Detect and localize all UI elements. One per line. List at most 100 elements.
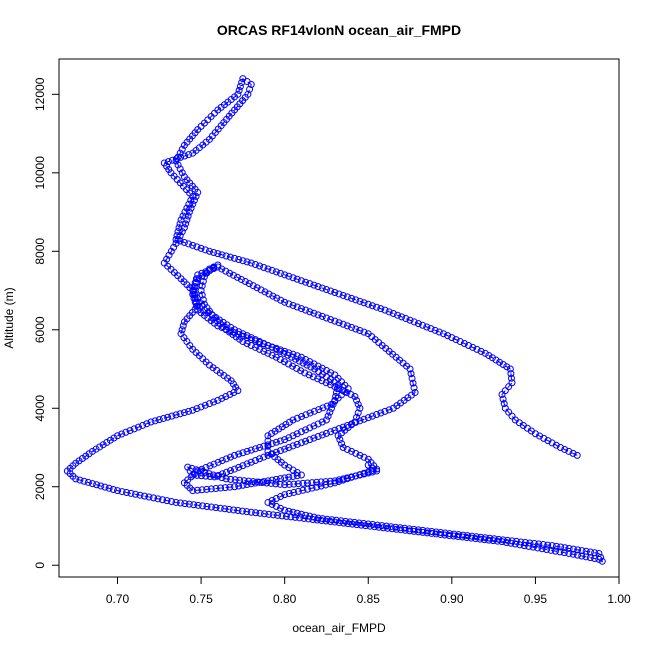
- data-point: [210, 265, 218, 273]
- data-point: [314, 311, 322, 319]
- data-point: [214, 396, 222, 404]
- data-point: [402, 315, 410, 323]
- data-point: [285, 490, 293, 498]
- data-point: [319, 515, 327, 523]
- data-point: [348, 520, 356, 528]
- data-point: [281, 298, 289, 306]
- data-point: [103, 438, 111, 446]
- data-point: [145, 493, 153, 501]
- data-point: [239, 257, 247, 265]
- data-point: [225, 505, 233, 513]
- data-point: [351, 392, 359, 400]
- data-point: [322, 478, 330, 486]
- data-point: [276, 480, 284, 488]
- data-point: [297, 439, 305, 447]
- data-point: [306, 280, 314, 288]
- data-point: [167, 247, 175, 255]
- data-point: [126, 427, 134, 435]
- data-point: [401, 524, 409, 532]
- data-point: [354, 400, 362, 408]
- data-point: [389, 404, 397, 412]
- data-point: [210, 248, 218, 256]
- data-point: [504, 536, 512, 544]
- data-point: [290, 488, 298, 496]
- data-point: [267, 479, 275, 487]
- data-point: [410, 384, 418, 392]
- data-point: [136, 491, 144, 499]
- data-point: [302, 437, 310, 445]
- data-point: [284, 360, 292, 368]
- data-point: [507, 374, 515, 382]
- data-point: [190, 283, 198, 291]
- data-point: [212, 484, 220, 492]
- data-point: [182, 220, 190, 228]
- data-point: [176, 232, 184, 240]
- data-point: [251, 445, 259, 453]
- data-point: [176, 165, 184, 173]
- data-point: [339, 423, 347, 431]
- data-point: [407, 370, 415, 378]
- data-point: [327, 316, 335, 324]
- data-point: [373, 521, 381, 529]
- data-point: [299, 486, 307, 494]
- data-point: [301, 369, 309, 377]
- data-point: [198, 282, 206, 290]
- data-point: [569, 449, 577, 457]
- data-point: [364, 300, 372, 308]
- data-point: [398, 313, 406, 321]
- data-point: [335, 290, 343, 298]
- data-point: [281, 506, 289, 514]
- data-point: [535, 540, 543, 548]
- data-point: [187, 196, 195, 204]
- y-tick-label: 0: [33, 562, 47, 569]
- data-point: [539, 541, 547, 549]
- data-point: [281, 474, 289, 482]
- data-point: [293, 303, 301, 311]
- data-point: [439, 330, 447, 338]
- data-point: [419, 526, 427, 534]
- data-point: [218, 265, 226, 273]
- data-point: [306, 436, 314, 444]
- data-point: [356, 404, 364, 412]
- data-point: [168, 156, 176, 164]
- data-point: [356, 327, 364, 335]
- data-point: [315, 406, 323, 414]
- data-point: [327, 404, 335, 412]
- data-point: [251, 457, 259, 464]
- data-point: [260, 347, 268, 355]
- y-tick-label: 8000: [33, 238, 47, 265]
- data-point: [339, 320, 347, 328]
- data-point: [529, 543, 537, 551]
- data-point: [172, 411, 180, 419]
- data-point: [109, 485, 117, 493]
- data-point: [293, 364, 301, 372]
- data-point: [597, 553, 605, 561]
- data-point: [314, 375, 322, 383]
- data-point: [317, 478, 325, 486]
- data-point: [143, 420, 151, 428]
- y-tick-label: 2000: [33, 473, 47, 500]
- data-point: [251, 336, 259, 344]
- data-point: [201, 401, 209, 409]
- data-point: [247, 446, 255, 454]
- data-point: [381, 306, 389, 314]
- data-point: [276, 447, 284, 455]
- data-point: [216, 504, 224, 512]
- data-point: [179, 212, 187, 220]
- data-point: [272, 475, 280, 483]
- data-point: [477, 347, 485, 355]
- data-point: [303, 479, 311, 487]
- data-point: [299, 479, 307, 487]
- x-tick-label: 0.70: [106, 592, 130, 606]
- data-point: [247, 336, 255, 344]
- data-point: [192, 275, 200, 283]
- data-point: [243, 258, 251, 266]
- series-layer: [63, 75, 606, 565]
- data-point: [326, 477, 334, 485]
- data-point: [290, 480, 298, 488]
- data-point: [192, 466, 200, 474]
- data-point: [288, 353, 296, 361]
- data-point: [155, 416, 163, 424]
- data-point: [197, 403, 205, 411]
